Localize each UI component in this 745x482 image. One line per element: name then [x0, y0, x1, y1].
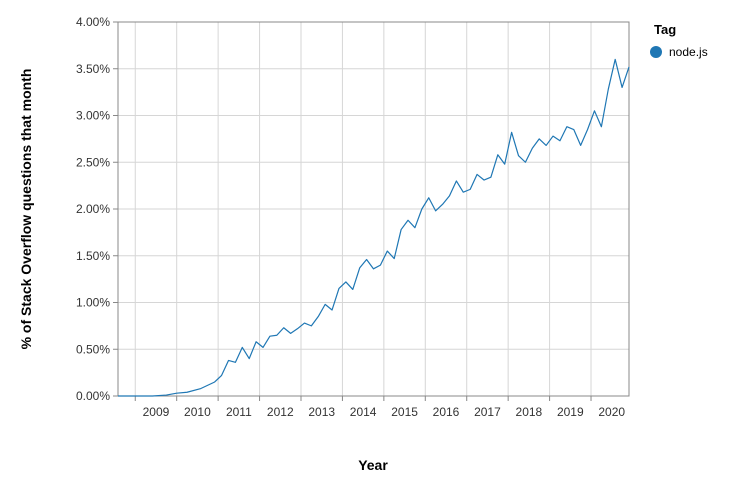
legend[interactable]: Tag node.js — [650, 22, 708, 59]
x-tick-label: 2013 — [308, 405, 335, 419]
x-tick-label: 2011 — [226, 405, 252, 419]
x-tick-label: 2017 — [474, 405, 501, 419]
y-axis-title: % of Stack Overflow questions that month — [18, 69, 34, 350]
x-tick-label: 2018 — [516, 405, 543, 419]
grid-horizontal-lines — [118, 21, 629, 397]
x-tick-label: 2012 — [267, 405, 294, 419]
x-tick-label: 2010 — [184, 405, 211, 419]
legend-label: node.js — [669, 45, 708, 59]
y-tick-label: 3.50% — [76, 62, 110, 76]
legend-marker — [650, 46, 662, 58]
y-tick-label: 4.00% — [76, 15, 110, 29]
y-tick-label: 2.50% — [76, 155, 110, 169]
y-tick-label: 2.00% — [76, 202, 110, 216]
x-axis-ticks: 2009 2010 2011 2012 2013 2014 2015 2016 2017 2018… — [134, 396, 625, 419]
y-tick-label: 1.00% — [76, 296, 110, 310]
x-tick-label: 2016 — [433, 405, 460, 419]
legend-items: node.js — [650, 45, 708, 59]
series-line-node-js — [118, 58, 630, 397]
x-tick-label: 2009 — [143, 405, 170, 419]
legend-title: Tag — [654, 22, 676, 37]
x-tick-label: 2020 — [598, 405, 625, 419]
x-tick-label: 2019 — [557, 405, 584, 419]
x-tick-label: 2014 — [350, 405, 377, 419]
x-axis-title: Year — [358, 457, 388, 473]
y-tick-label: 3.00% — [76, 109, 110, 123]
series-group — [118, 58, 630, 397]
y-tick-label: 1.50% — [76, 249, 110, 263]
x-tick-label: 2015 — [391, 405, 418, 419]
y-axis-ticks: 0.00% 0.50% 1.00% 1.50% 2.00% 2.50% 3.00% 3.50%… — [76, 15, 118, 403]
y-tick-label: 0.50% — [76, 342, 110, 356]
y-tick-label: 0.00% — [76, 389, 110, 403]
